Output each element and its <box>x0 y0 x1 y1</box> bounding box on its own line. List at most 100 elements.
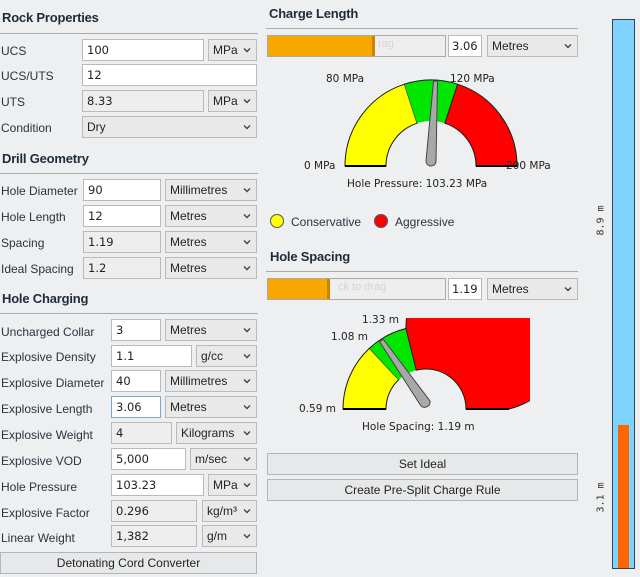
hole-total-length-label: 8.9 m <box>595 205 607 236</box>
ideal-spacing-unit-select[interactable]: Metres <box>165 257 257 279</box>
create-pre-split-charge-rule-button[interactable]: Create Pre-Split Charge Rule <box>267 479 578 501</box>
ucs-unit-value: MPa <box>213 43 238 57</box>
hole-length-input[interactable]: 12 <box>83 205 161 227</box>
ucs-input[interactable]: 100 <box>82 39 204 61</box>
chevron-down-icon <box>243 405 251 410</box>
hole-spacing-title: Hole Spacing <box>270 249 350 264</box>
charge-length-input[interactable]: 3.06 <box>448 35 482 57</box>
hole-pressure-input[interactable]: 103.23 <box>111 474 204 496</box>
explosive-factor-unit-select[interactable]: kg/m³ <box>202 500 257 522</box>
hole-diameter-input[interactable]: 90 <box>83 179 161 201</box>
explosive-weight-value-field[interactable]: 4 <box>111 422 172 444</box>
chevron-down-icon <box>243 457 251 462</box>
spacing-gauge-high-label: 1.33 m <box>362 314 399 326</box>
charge-length-slider[interactable]: rag <box>267 35 446 57</box>
uncharged-collar-label: Uncharged Collar <box>1 325 95 339</box>
explosive-vod-input[interactable]: 5,000 <box>111 448 186 470</box>
gauge-high-label: 120 MPa <box>450 73 495 85</box>
divider <box>0 173 258 174</box>
detonating-cord-converter-button[interactable]: Detonating Cord Converter <box>0 552 257 574</box>
spacing-unit-select[interactable]: Metres <box>165 231 257 253</box>
uncharged-collar-input[interactable]: 3 <box>111 319 161 341</box>
hole-profile-bar <box>612 19 635 569</box>
explosive-vod-unit-value: m/sec <box>195 452 228 466</box>
explosive-length-unit-value: Metres <box>170 400 207 414</box>
spacing-gauge-min-label: 0.59 m <box>299 403 336 415</box>
spacing-unit-value: Metres <box>170 235 207 249</box>
ideal-spacing-value-field[interactable]: 1.2 <box>83 257 161 279</box>
uts-unit-select[interactable]: MPa <box>208 90 257 112</box>
divider <box>266 271 578 272</box>
hole-diameter-unit-value: Millimetres <box>170 183 228 197</box>
explosive-density-label: Explosive Density <box>1 350 96 364</box>
legend-aggressive: Aggressive <box>395 215 455 229</box>
charge-column <box>618 425 629 568</box>
explosive-factor-value-field[interactable]: 0.296 <box>111 500 197 522</box>
condition-select[interactable]: Dry <box>82 116 257 138</box>
condition-value: Dry <box>87 120 106 134</box>
ideal-spacing-label: Ideal Spacing <box>1 262 74 276</box>
chevron-down-icon <box>243 431 251 436</box>
set-ideal-button[interactable]: Set Ideal <box>267 453 578 475</box>
explosive-diameter-input[interactable]: 40 <box>111 370 161 392</box>
chevron-down-icon <box>243 354 251 359</box>
slider-hint: rag <box>378 38 394 50</box>
explosive-density-input[interactable]: 1.1 <box>111 345 192 367</box>
gauge-caption: Hole Pressure: 103.23 MPa <box>347 178 488 190</box>
uts-value-field[interactable]: 8.33 <box>82 90 204 112</box>
linear-weight-unit-value: g/m <box>207 529 228 543</box>
hole-spacing-unit-select[interactable]: Metres <box>487 278 578 300</box>
ucs-unit-select[interactable]: MPa <box>208 39 257 61</box>
linear-weight-value-field[interactable]: 1,382 <box>111 525 197 547</box>
gauge-low-label: 80 MPa <box>326 73 365 85</box>
hole-spacing-slider[interactable]: ck to drag <box>267 278 446 300</box>
chevron-down-icon <box>243 379 251 384</box>
charge-length-label: 3.1 m <box>595 482 607 513</box>
spacing-gauge-caption: Hole Spacing: 1.19 m <box>362 421 475 433</box>
explosive-length-label: Explosive Length <box>1 402 93 416</box>
chevron-down-icon <box>243 328 251 333</box>
explosive-weight-unit-select[interactable]: Kilograms <box>176 422 257 444</box>
hole-pressure-label: Hole Pressure <box>1 480 78 494</box>
hole-length-unit-value: Metres <box>170 209 207 223</box>
explosive-length-unit-select[interactable]: Metres <box>165 396 257 418</box>
explosive-length-input[interactable]: 3.06 <box>111 396 161 418</box>
chevron-down-icon <box>564 287 572 292</box>
linear-weight-label: Linear Weight <box>1 531 75 545</box>
chevron-down-icon <box>243 509 251 514</box>
chevron-down-icon <box>243 188 251 193</box>
divider <box>0 313 258 314</box>
chevron-down-icon <box>243 125 251 130</box>
ucs-uts-label: UCS/UTS <box>1 69 54 83</box>
divider <box>0 33 258 34</box>
chevron-down-icon <box>243 240 251 245</box>
hole-pressure-unit-select[interactable]: MPa <box>208 474 257 496</box>
chevron-down-icon <box>564 44 572 49</box>
spacing-label: Spacing <box>1 236 45 250</box>
hole-spacing-input[interactable]: 1.19 <box>448 278 482 300</box>
linear-weight-unit-select[interactable]: g/m <box>202 525 257 547</box>
gauge-min-label: 0 MPa <box>304 160 336 172</box>
ucs-uts-input[interactable]: 12 <box>82 64 257 86</box>
charge-length-unit-select[interactable]: Metres <box>487 35 578 57</box>
slider-fill <box>268 36 375 56</box>
uncharged-collar-unit-value: Metres <box>170 323 207 337</box>
hole-spacing-unit-value: Metres <box>492 282 529 296</box>
gauge-max-label: 200 MPa <box>506 160 551 172</box>
hole-charging-title: Hole Charging <box>2 291 89 306</box>
explosive-density-unit-select[interactable]: g/cc <box>196 345 257 367</box>
hole-diameter-label: Hole Diameter <box>1 184 78 198</box>
chevron-down-icon <box>243 48 251 53</box>
hole-length-unit-select[interactable]: Metres <box>165 205 257 227</box>
conservative-dot-icon <box>270 214 284 228</box>
spacing-value-field[interactable]: 1.19 <box>83 231 161 253</box>
uncharged-collar-unit-select[interactable]: Metres <box>165 319 257 341</box>
legend-conservative: Conservative <box>291 215 362 229</box>
hole-spacing-gauge <box>342 318 530 410</box>
hole-pressure-gauge <box>344 79 518 167</box>
explosive-weight-unit-value: Kilograms <box>181 426 235 440</box>
hole-diameter-unit-select[interactable]: Millimetres <box>165 179 257 201</box>
explosive-vod-unit-select[interactable]: m/sec <box>190 448 257 470</box>
chevron-down-icon <box>243 214 251 219</box>
explosive-diameter-unit-select[interactable]: Millimetres <box>165 370 257 392</box>
